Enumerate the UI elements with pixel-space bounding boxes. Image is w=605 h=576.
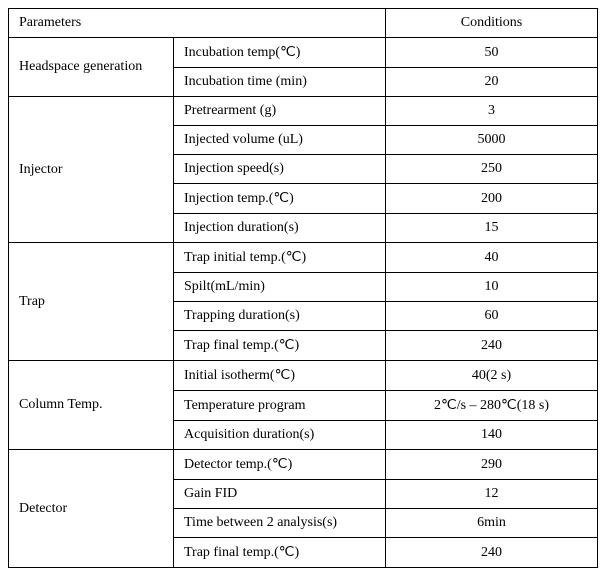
sub-label: Trap final temp.(℃)	[174, 331, 386, 361]
param-trap: Trap	[9, 243, 174, 361]
cond-value: 200	[386, 184, 598, 214]
cond-value: 240	[386, 538, 598, 568]
sub-label: Injection duration(s)	[174, 214, 386, 243]
sub-label: Incubation temp(℃)	[174, 38, 386, 68]
sub-label: Initial isotherm(℃)	[174, 361, 386, 391]
cond-value: 6min	[386, 509, 598, 538]
sub-label: Acquisition duration(s)	[174, 421, 386, 450]
cond-value: 3	[386, 97, 598, 126]
cond-value: 20	[386, 68, 598, 97]
cond-value: 12	[386, 480, 598, 509]
cond-value: 15	[386, 214, 598, 243]
sub-label: Spilt(mL/min)	[174, 273, 386, 302]
sub-label: Incubation time (min)	[174, 68, 386, 97]
param-column-temp: Column Temp.	[9, 361, 174, 450]
sub-label: Trap final temp.(℃)	[174, 538, 386, 568]
table-row: Detector Detector temp.(℃) 290	[9, 450, 598, 480]
table-row: Trap Trap initial temp.(℃) 40	[9, 243, 598, 273]
table-row: Injector Pretrearment (g) 3	[9, 97, 598, 126]
sub-label: Detector temp.(℃)	[174, 450, 386, 480]
sub-label: Trap initial temp.(℃)	[174, 243, 386, 273]
sub-label: Temperature program	[174, 391, 386, 421]
sub-label: Trapping duration(s)	[174, 302, 386, 331]
cond-value: 40(2 s)	[386, 361, 598, 391]
cond-value: 140	[386, 421, 598, 450]
cond-value: 10	[386, 273, 598, 302]
header-conditions: Conditions	[386, 9, 598, 38]
sub-label: Injection temp.(℃)	[174, 184, 386, 214]
sub-label: Injection speed(s)	[174, 155, 386, 184]
table-row: Headspace generation Incubation temp(℃) …	[9, 38, 598, 68]
cond-value: 240	[386, 331, 598, 361]
cond-value: 290	[386, 450, 598, 480]
sub-label: Time between 2 analysis(s)	[174, 509, 386, 538]
sub-label: Injected volume (uL)	[174, 126, 386, 155]
sub-label: Pretrearment (g)	[174, 97, 386, 126]
param-headspace: Headspace generation	[9, 38, 174, 97]
parameters-table: Parameters Conditions Headspace generati…	[8, 8, 598, 568]
table-row: Column Temp. Initial isotherm(℃) 40(2 s)	[9, 361, 598, 391]
cond-value: 40	[386, 243, 598, 273]
param-injector: Injector	[9, 97, 174, 243]
cond-value: 5000	[386, 126, 598, 155]
cond-value: 2℃/s – 280℃(18 s)	[386, 391, 598, 421]
header-parameters: Parameters	[9, 9, 386, 38]
cond-value: 250	[386, 155, 598, 184]
cond-value: 50	[386, 38, 598, 68]
table-header-row: Parameters Conditions	[9, 9, 598, 38]
cond-value: 60	[386, 302, 598, 331]
sub-label: Gain FID	[174, 480, 386, 509]
